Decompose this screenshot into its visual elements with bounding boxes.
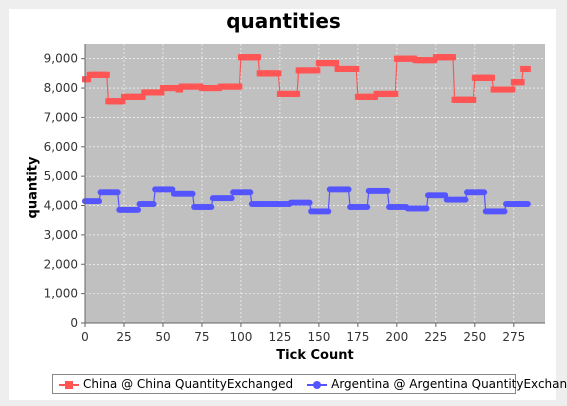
series-china (82, 54, 531, 105)
x-tick-label: 175 (346, 330, 369, 344)
y-tick-label: 9,000 (44, 52, 78, 66)
x-tick-label: 275 (502, 330, 525, 344)
data-point-square (294, 90, 301, 97)
legend-item-china: China @ China QuantityExchanged (59, 377, 293, 391)
y-tick-label: 3,000 (44, 228, 78, 242)
x-tick-label: 100 (229, 330, 252, 344)
data-point-square (275, 70, 282, 77)
series-argentina (82, 186, 531, 215)
legend-swatch-argentina (307, 379, 328, 389)
data-point-square (119, 98, 126, 105)
data-point-square (103, 71, 110, 78)
data-point-square (392, 90, 399, 97)
data-point-square (524, 65, 531, 72)
x-tick-label: 50 (155, 330, 170, 344)
y-tick-label: 0 (70, 316, 78, 330)
x-tick-label: 150 (307, 330, 330, 344)
data-point-square (470, 96, 477, 103)
data-point-square (509, 86, 516, 93)
data-point-square (255, 54, 262, 61)
data-point-square (139, 93, 146, 100)
y-tick-label: 5,000 (44, 169, 78, 183)
x-axis-label: Tick Count (276, 348, 354, 363)
y-tick-label: 1,000 (44, 287, 78, 301)
data-point-square (85, 76, 92, 83)
data-point-circle (228, 195, 235, 202)
data-point-circle (501, 208, 508, 215)
data-point-circle (423, 205, 430, 212)
data-point-square (314, 67, 321, 74)
y-tick-label: 4,000 (44, 199, 78, 213)
data-point-square (518, 79, 525, 86)
legend-marker-circle-icon (307, 381, 328, 389)
x-tick-label: 0 (81, 330, 89, 344)
plot-background (85, 44, 545, 323)
legend-item-argentina: Argentina @ Argentina QuantityExchanged (307, 377, 567, 391)
data-point-square (236, 83, 243, 90)
y-tick-label: 8,000 (44, 81, 78, 95)
y-tick-label: 6,000 (44, 140, 78, 154)
data-point-circle (384, 187, 391, 194)
data-point-circle (364, 203, 371, 210)
legend-swatch-china (59, 379, 79, 389)
x-tick-label: 75 (194, 330, 209, 344)
legend: China @ China QuantityExchanged Argentin… (52, 374, 567, 394)
data-point-circle (462, 196, 469, 203)
legend-label-argentina: Argentina @ Argentina QuantityExchanged (331, 377, 567, 391)
data-point-circle (208, 203, 215, 210)
data-point-circle (114, 189, 121, 196)
data-point-square (333, 60, 340, 67)
x-tick-label: 250 (463, 330, 486, 344)
data-point-circle (189, 190, 196, 197)
data-point-square (450, 54, 456, 61)
y-tick-label: 2,000 (44, 257, 78, 271)
legend-label-china: China @ China QuantityExchanged (83, 377, 294, 391)
data-point-circle (524, 201, 531, 208)
data-point-circle (325, 208, 332, 215)
x-tick-label: 125 (268, 330, 291, 344)
series-layer (82, 54, 531, 215)
chart-title: quantities (226, 9, 341, 33)
data-point-circle (247, 189, 254, 196)
data-point-circle (306, 199, 313, 206)
data-point-circle (150, 201, 157, 208)
legend-marker-square-icon (59, 381, 79, 389)
y-axis-label: quantity (25, 156, 41, 219)
data-point-circle (135, 206, 142, 213)
data-point-square (488, 74, 495, 81)
axes: 0 25 50 75 100 125 150 175 200 225 250 275 0 1,000 2,0… (44, 44, 545, 344)
x-tick-label: 25 (116, 330, 131, 344)
data-point-circle (96, 198, 103, 205)
x-tick-label: 225 (424, 330, 447, 344)
data-point-square (353, 65, 360, 72)
data-point-circle (481, 189, 488, 196)
data-point-circle (345, 186, 352, 193)
y-tick-label: 7,000 (44, 110, 78, 124)
x-tick-label: 200 (385, 330, 408, 344)
data-point-square (158, 89, 165, 96)
